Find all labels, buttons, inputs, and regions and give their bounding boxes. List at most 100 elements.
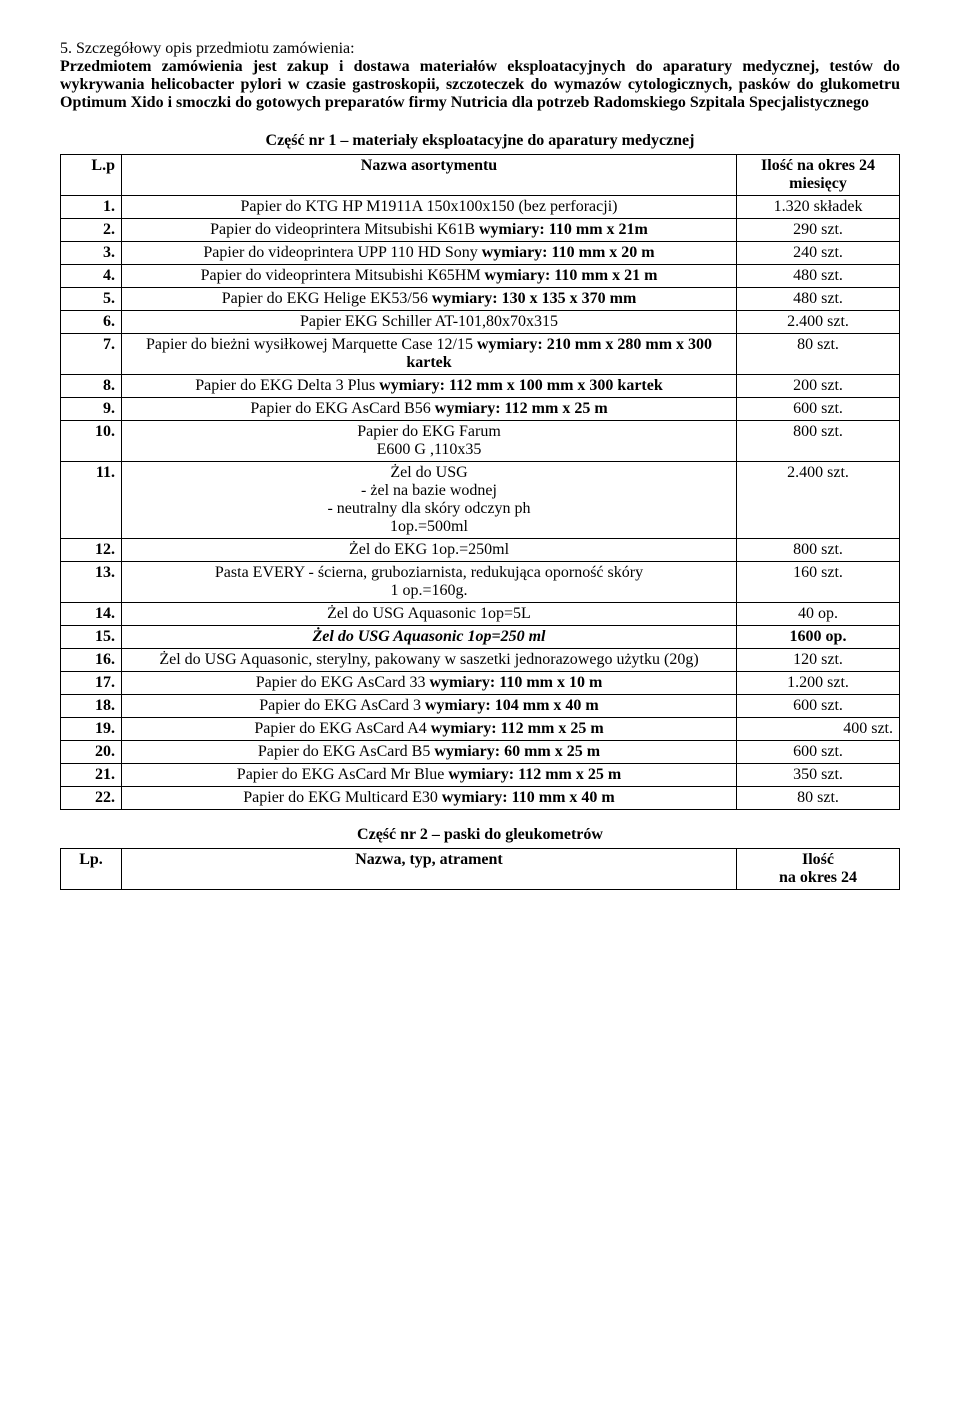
table-row: 10.Papier do EKG FarumE600 G ,110x35800 … [61, 421, 900, 462]
cell-lp: 3. [61, 242, 122, 265]
cell-lp: 8. [61, 375, 122, 398]
cell-qty: 480 szt. [737, 265, 900, 288]
cell-name: Żel do USG Aquasonic, sterylny, pakowany… [122, 649, 737, 672]
table-row: 17.Papier do EKG AsCard 33 wymiary: 110 … [61, 672, 900, 695]
table-row: 18.Papier do EKG AsCard 3 wymiary: 104 m… [61, 695, 900, 718]
table-row: 9.Papier do EKG AsCard B56 wymiary: 112 … [61, 398, 900, 421]
cell-lp: 11. [61, 462, 122, 539]
cell-name: Papier do EKG AsCard B56 wymiary: 112 mm… [122, 398, 737, 421]
cell-name: Papier EKG Schiller AT-101,80x70x315 [122, 311, 737, 334]
header-qty-text: Ilośćna okres 24 [779, 851, 857, 886]
cell-qty: 40 op. [737, 603, 900, 626]
cell-name: Papier do EKG AsCard A4 wymiary: 112 mm … [122, 718, 737, 741]
cell-qty: 80 szt. [737, 787, 900, 810]
cell-name: Papier do EKG AsCard Mr Blue wymiary: 11… [122, 764, 737, 787]
cell-lp: 1. [61, 196, 122, 219]
table-row: 19.Papier do EKG AsCard A4 wymiary: 112 … [61, 718, 900, 741]
table-row: 1.Papier do KTG HP M1911A 150x100x150 (b… [61, 196, 900, 219]
cell-lp: 19. [61, 718, 122, 741]
cell-qty: 600 szt. [737, 398, 900, 421]
cell-lp: 13. [61, 562, 122, 603]
table-row: 22.Papier do EKG Multicard E30 wymiary: … [61, 787, 900, 810]
cell-qty: 2.400 szt. [737, 311, 900, 334]
cell-name: Papier do EKG AsCard B5 wymiary: 60 mm x… [122, 741, 737, 764]
cell-qty: 2.400 szt. [737, 462, 900, 539]
table-row: 21.Papier do EKG AsCard Mr Blue wymiary:… [61, 764, 900, 787]
intro-text: Przedmiotem zamówienia jest zakup i dost… [60, 58, 900, 112]
part2-title: Część nr 2 – paski do gleukometrów [60, 826, 900, 844]
cell-lp: 12. [61, 539, 122, 562]
header-name: Nazwa asortymentu [122, 155, 737, 196]
table-row: 2.Papier do videoprintera Mitsubishi K61… [61, 219, 900, 242]
table-row: 13.Pasta EVERY - ścierna, gruboziarnista… [61, 562, 900, 603]
cell-name: Żel do USG Aquasonic 1op=5L [122, 603, 737, 626]
cell-lp: 14. [61, 603, 122, 626]
cell-qty: 800 szt. [737, 421, 900, 462]
cell-qty: 400 szt. [737, 718, 900, 741]
cell-qty: 290 szt. [737, 219, 900, 242]
cell-name: Papier do EKG Delta 3 Plus wymiary: 112 … [122, 375, 737, 398]
table-row: 7.Papier do bieżni wysiłkowej Marquette … [61, 334, 900, 375]
cell-name: Papier do EKG FarumE600 G ,110x35 [122, 421, 737, 462]
cell-name: Papier do videoprintera Mitsubishi K61B … [122, 219, 737, 242]
section-title: Szczegółowy opis przedmiotu zamówienia: [76, 40, 355, 57]
cell-qty: 160 szt. [737, 562, 900, 603]
table-row: 5.Papier do EKG Helige EK53/56 wymiary: … [61, 288, 900, 311]
table-row: 20.Papier do EKG AsCard B5 wymiary: 60 m… [61, 741, 900, 764]
cell-lp: 10. [61, 421, 122, 462]
header-qty: Ilośćna okres 24 [737, 849, 900, 890]
cell-qty: 200 szt. [737, 375, 900, 398]
cell-qty: 80 szt. [737, 334, 900, 375]
cell-name: Żel do USG Aquasonic 1op=250 ml [122, 626, 737, 649]
cell-name: Papier do bieżni wysiłkowej Marquette Ca… [122, 334, 737, 375]
cell-name: Papier do KTG HP M1911A 150x100x150 (bez… [122, 196, 737, 219]
cell-name: Papier do EKG AsCard 33 wymiary: 110 mm … [122, 672, 737, 695]
part1-title: Część nr 1 – materiały eksploatacyjne do… [60, 132, 900, 150]
section-heading: 5. Szczegółowy opis przedmiotu zamówieni… [60, 40, 900, 58]
table-row: 4.Papier do videoprintera Mitsubishi K65… [61, 265, 900, 288]
cell-qty: 1.200 szt. [737, 672, 900, 695]
cell-name: Pasta EVERY - ścierna, gruboziarnista, r… [122, 562, 737, 603]
table-row: 12.Żel do EKG 1op.=250ml800 szt. [61, 539, 900, 562]
table-row: 6.Papier EKG Schiller AT-101,80x70x3152.… [61, 311, 900, 334]
cell-name: Papier do videoprintera Mitsubishi K65HM… [122, 265, 737, 288]
cell-qty: 600 szt. [737, 695, 900, 718]
table-header-row: L.p Nazwa asortymentu Ilość na okres 24 … [61, 155, 900, 196]
cell-qty: 350 szt. [737, 764, 900, 787]
cell-name: Papier do EKG Multicard E30 wymiary: 110… [122, 787, 737, 810]
cell-name: Papier do EKG Helige EK53/56 wymiary: 13… [122, 288, 737, 311]
cell-qty: 1.320 składek [737, 196, 900, 219]
header-lp: L.p [61, 155, 122, 196]
table-row: 16.Żel do USG Aquasonic, sterylny, pakow… [61, 649, 900, 672]
table-row: 3.Papier do videoprintera UPP 110 HD Son… [61, 242, 900, 265]
cell-lp: 15. [61, 626, 122, 649]
intro-block: 5. Szczegółowy opis przedmiotu zamówieni… [60, 40, 900, 112]
cell-lp: 4. [61, 265, 122, 288]
cell-lp: 5. [61, 288, 122, 311]
section-number: 5. [60, 40, 72, 57]
cell-lp: 21. [61, 764, 122, 787]
cell-qty: 480 szt. [737, 288, 900, 311]
cell-lp: 2. [61, 219, 122, 242]
part2-table: Lp. Nazwa, typ, atrament Ilośćna okres 2… [60, 848, 900, 890]
cell-name: Żel do USG- żel na bazie wodnej- neutral… [122, 462, 737, 539]
cell-qty: 800 szt. [737, 539, 900, 562]
cell-lp: 20. [61, 741, 122, 764]
table-header-row: Lp. Nazwa, typ, atrament Ilośćna okres 2… [61, 849, 900, 890]
cell-lp: 6. [61, 311, 122, 334]
cell-qty: 1600 op. [737, 626, 900, 649]
part1-table: L.p Nazwa asortymentu Ilość na okres 24 … [60, 154, 900, 810]
header-name: Nazwa, typ, atrament [122, 849, 737, 890]
cell-name: Papier do EKG AsCard 3 wymiary: 104 mm x… [122, 695, 737, 718]
cell-name: Papier do videoprintera UPP 110 HD Sony … [122, 242, 737, 265]
cell-qty: 600 szt. [737, 741, 900, 764]
cell-lp: 9. [61, 398, 122, 421]
table-row: 15.Żel do USG Aquasonic 1op=250 ml1600 o… [61, 626, 900, 649]
cell-name: Żel do EKG 1op.=250ml [122, 539, 737, 562]
cell-qty: 240 szt. [737, 242, 900, 265]
cell-lp: 17. [61, 672, 122, 695]
cell-lp: 16. [61, 649, 122, 672]
cell-lp: 22. [61, 787, 122, 810]
cell-qty: 120 szt. [737, 649, 900, 672]
table-row: 11.Żel do USG- żel na bazie wodnej- neut… [61, 462, 900, 539]
